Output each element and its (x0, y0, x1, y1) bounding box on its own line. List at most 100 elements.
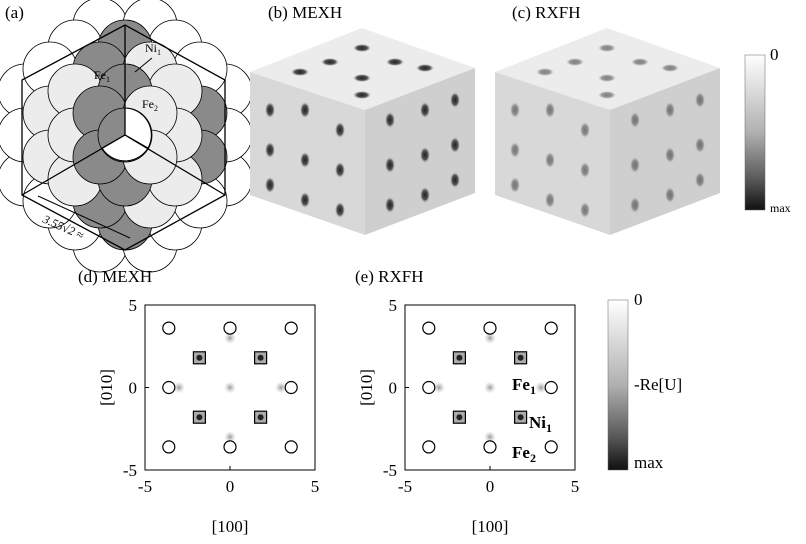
spot (630, 112, 640, 128)
map-feature (484, 381, 496, 394)
spot (450, 137, 460, 153)
spot (386, 58, 404, 66)
sector (101, 134, 149, 162)
spot (695, 137, 705, 153)
spot (510, 142, 520, 158)
map-feature (224, 332, 236, 344)
spot (450, 92, 460, 108)
map-feature (275, 381, 287, 394)
circle-marker (422, 321, 436, 335)
hexagon (21, 24, 226, 251)
y-axis-label: [010] (357, 369, 376, 406)
spot (385, 197, 395, 213)
spot (598, 74, 616, 82)
y-tick-label: 0 (129, 379, 138, 398)
spot (630, 197, 640, 213)
dimension-arrow (37, 195, 131, 239)
spot (385, 157, 395, 173)
spot (661, 64, 679, 72)
spot (517, 414, 524, 421)
spot (536, 68, 554, 76)
spot (665, 187, 675, 203)
circle-marker (422, 380, 436, 395)
spot (510, 102, 520, 118)
panel-title: (d) MEXH (78, 267, 152, 286)
spot (265, 102, 275, 118)
map-feature (224, 381, 236, 394)
y-tick-label: 5 (129, 296, 138, 315)
atom-label: Fe1 (94, 68, 110, 84)
y-tick-label: 0 (389, 379, 398, 398)
atom-label: Fe2 (142, 97, 158, 113)
colorbar-label: 0 (770, 45, 779, 64)
circle-marker (483, 440, 497, 454)
spot (630, 157, 640, 173)
spot (545, 102, 555, 118)
spot (545, 192, 555, 208)
spot (580, 162, 590, 178)
x-tick-label: 5 (571, 477, 580, 496)
spot (353, 91, 371, 99)
panel-title: (e) RXFH (355, 267, 423, 286)
circle-marker (223, 321, 237, 335)
panel-a (0, 0, 278, 273)
cube-top (495, 28, 720, 110)
spot (580, 122, 590, 138)
colorbar-label: -Re[U] (634, 375, 682, 394)
y-axis-label: [010] (97, 369, 116, 406)
cube-c (495, 28, 720, 235)
atom-label: Ni1 (145, 41, 161, 57)
atom-label: Ni1 (529, 413, 552, 435)
x-axis-label: [100] (212, 517, 249, 536)
spot (300, 192, 310, 208)
spot (291, 68, 309, 76)
spot (196, 414, 203, 421)
spot (545, 152, 555, 168)
x-axis-label: [100] (472, 517, 509, 536)
panel-label: (a) (5, 3, 24, 22)
panel-title: (c) RXFH (512, 3, 580, 22)
spot (335, 162, 345, 178)
x-tick-label: 0 (226, 477, 235, 496)
circle-marker (284, 380, 298, 395)
map-feature (433, 381, 445, 394)
cube-edge (124, 134, 226, 196)
spot (450, 172, 460, 188)
colorbar (607, 299, 629, 471)
circle-marker (162, 321, 176, 335)
x-tick-label: 0 (486, 477, 495, 496)
spot (265, 142, 275, 158)
circle-marker (223, 440, 237, 454)
map-feature (484, 332, 496, 344)
circle-marker (162, 380, 176, 395)
spot (335, 122, 345, 138)
circle-marker (422, 440, 436, 454)
spot (321, 58, 339, 66)
spot (300, 152, 310, 168)
atom-label: Fe1 (512, 375, 536, 397)
spot (517, 354, 524, 361)
spot (510, 177, 520, 193)
cube-b (250, 28, 475, 235)
spot (665, 102, 675, 118)
spot (257, 354, 264, 361)
spot (353, 74, 371, 82)
spot (695, 172, 705, 188)
cube-right (365, 68, 475, 235)
spot (456, 414, 463, 421)
spot (631, 58, 649, 66)
spot (456, 354, 463, 361)
cube-right (610, 68, 720, 235)
spot (580, 202, 590, 218)
x-tick-label: -5 (398, 477, 412, 496)
circle-marker (284, 440, 298, 454)
map-feature (484, 431, 496, 443)
map-feature (224, 431, 236, 443)
spot (598, 44, 616, 52)
spot (416, 64, 434, 72)
spot (335, 202, 345, 218)
circle-marker (162, 440, 176, 454)
spot (420, 147, 430, 163)
circle-marker (483, 321, 497, 335)
